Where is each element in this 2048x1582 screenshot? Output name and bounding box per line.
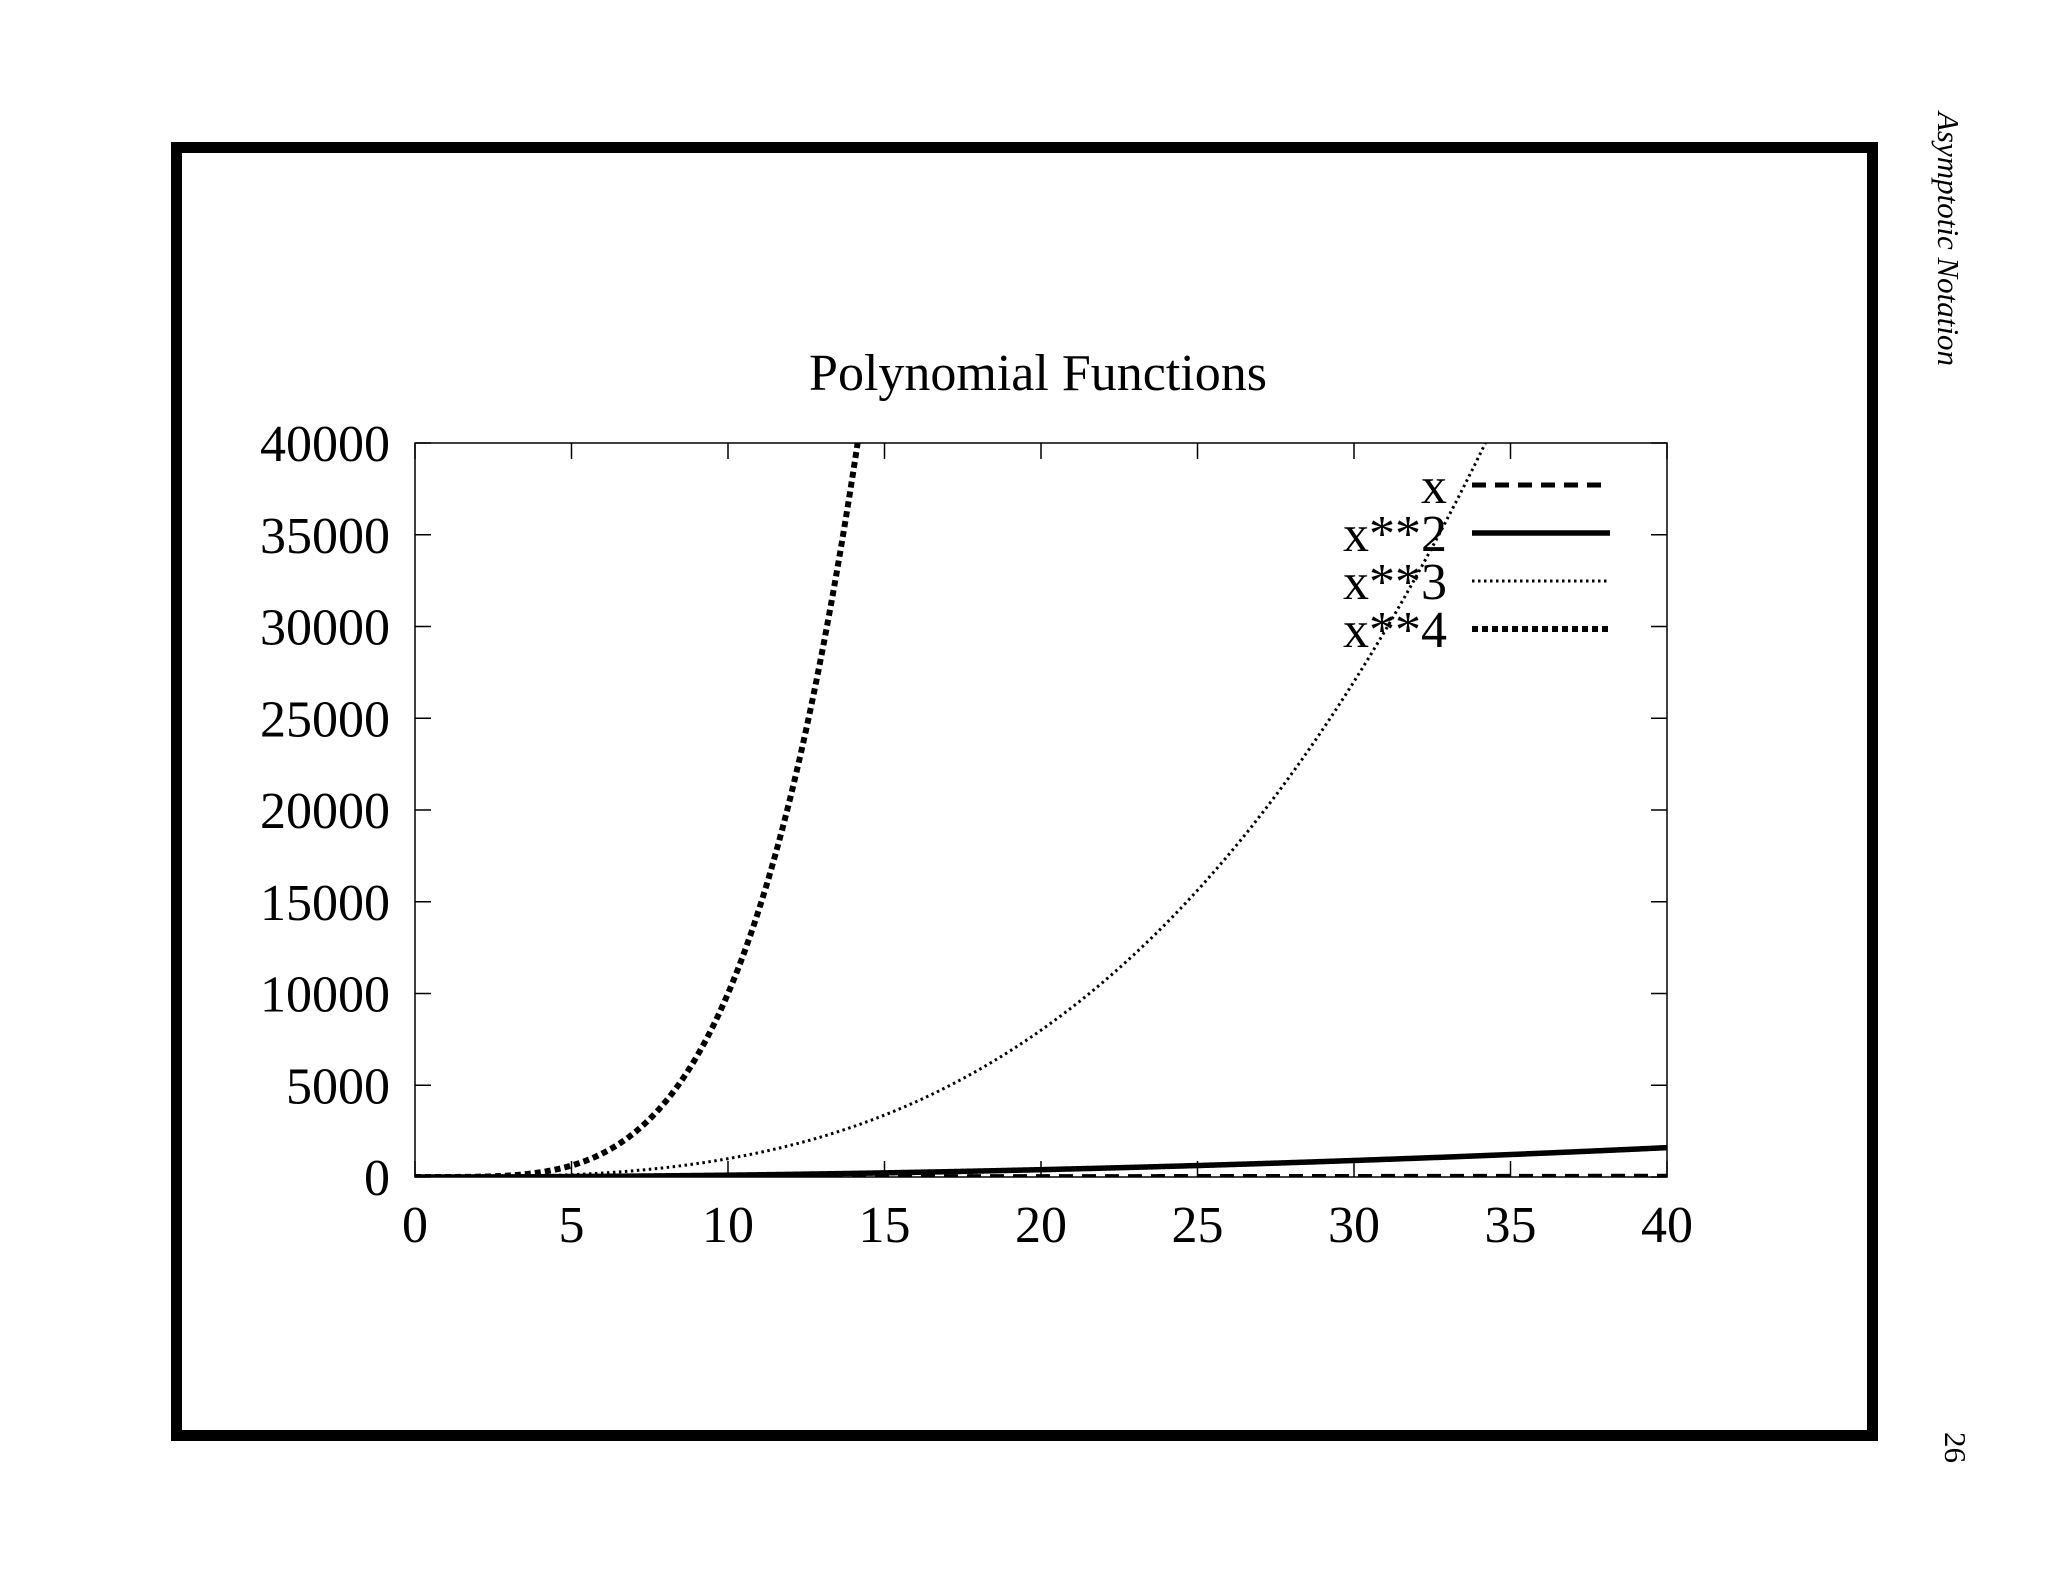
y-tick-label: 5000 <box>286 1058 390 1115</box>
y-tick-label: 10000 <box>260 967 390 1024</box>
y-tick-label: 25000 <box>260 691 390 748</box>
axis-tick-labels: 0 5 10 15 20 25 30 35 40 0 5000 10000 15000 20000 2500… <box>260 416 1693 1254</box>
x-tick-label: 15 <box>859 1197 911 1254</box>
chart-title: Polynomial Functions <box>809 345 1267 402</box>
y-tick-label: 30000 <box>260 600 390 657</box>
x-tick-label: 10 <box>702 1197 754 1254</box>
y-tick-label: 35000 <box>260 508 390 565</box>
x-tick-label: 0 <box>402 1197 428 1254</box>
legend-label: x**4 <box>1343 602 1447 659</box>
x-tick-label: 20 <box>1015 1197 1067 1254</box>
series-line-x3 <box>415 443 1488 1177</box>
x-tick-label: 35 <box>1485 1197 1537 1254</box>
x-tick-label: 40 <box>1641 1197 1693 1254</box>
series-lines <box>415 443 1667 1177</box>
series-line-x4 <box>415 443 861 1177</box>
page-number: 26 <box>1938 1432 1973 1463</box>
y-tick-label: 20000 <box>260 783 390 840</box>
legend: xx**2x**3x**4 <box>1343 458 1610 659</box>
slide-frame <box>171 142 1878 1441</box>
series-line-x2 <box>415 1144 1667 1177</box>
header-text: Asymptotic Notation <box>1931 112 1966 367</box>
legend-label: x**2 <box>1343 506 1447 563</box>
legend-label: x <box>1421 458 1447 515</box>
x-tick-label: 30 <box>1328 1197 1380 1254</box>
x-tick-label: 5 <box>559 1197 585 1254</box>
y-tick-label: 40000 <box>260 416 390 473</box>
y-tick-label: 0 <box>364 1150 390 1207</box>
axis-ticks <box>414 442 1668 1178</box>
x-tick-label: 25 <box>1172 1197 1224 1254</box>
legend-label: x**3 <box>1343 554 1447 611</box>
y-tick-label: 15000 <box>260 875 390 932</box>
plot-frame <box>414 442 1668 1178</box>
